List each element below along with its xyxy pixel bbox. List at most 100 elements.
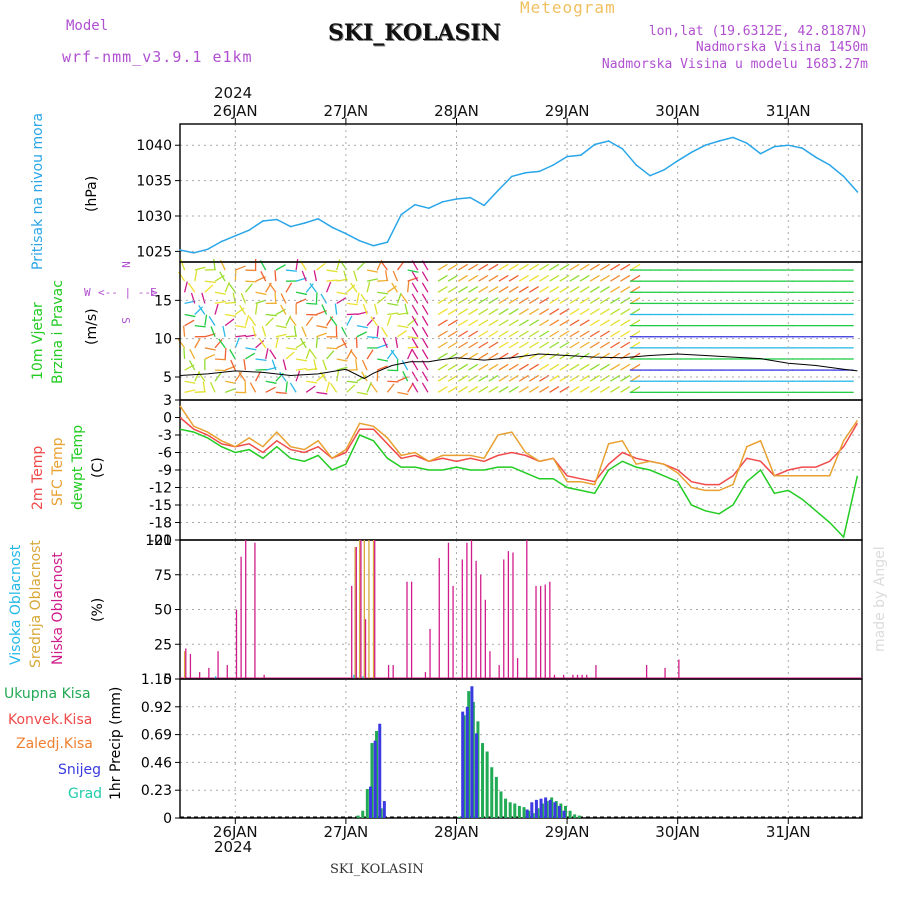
wind-vector-485 — [589, 330, 600, 338]
precip-total-bar-32 — [577, 815, 581, 818]
wind-vector-517 — [620, 374, 631, 382]
xtick-top-label-3: 29JAN — [545, 102, 590, 120]
wind-vector-245 — [381, 327, 388, 338]
wind-vector-329 — [457, 330, 469, 338]
wind-vector-75 — [245, 352, 256, 360]
temp-dewpt-line — [179, 428, 859, 539]
wind-vector-496 — [599, 341, 610, 349]
wind-vector-285 — [411, 282, 419, 293]
wind-vector-198 — [346, 315, 353, 326]
precip-total-bar-31 — [573, 814, 577, 818]
wind-vector-385 — [508, 374, 519, 382]
pressure-point-28 — [566, 155, 568, 158]
precip-snow-bar-14 — [553, 802, 557, 818]
wind-vector-237 — [377, 291, 389, 295]
precip-snow-bar-8 — [525, 809, 529, 818]
wind-vector-345 — [468, 285, 479, 293]
wind-vector-355 — [478, 308, 489, 316]
pressure-point-7 — [275, 218, 278, 221]
pressure-point-37 — [690, 151, 693, 154]
wind-vector-515 — [610, 263, 621, 271]
wind-vector-219 — [366, 349, 374, 360]
wind-vector-309 — [437, 285, 448, 293]
wind-vector-276 — [411, 382, 419, 393]
pressure-point-8 — [289, 225, 292, 228]
precip-snow-bar-4 — [461, 711, 465, 818]
wind-vector-322 — [447, 274, 458, 282]
wind-vector-183 — [336, 358, 348, 362]
wind-vector-176 — [320, 293, 328, 304]
model-elevation-text: Nadmorska Visina u modelu 1683.27m — [601, 57, 868, 72]
wind-vector-430 — [539, 274, 550, 282]
precip-frame — [179, 678, 863, 819]
wind-vector-206 — [355, 359, 358, 371]
pressure-frame — [179, 123, 863, 263]
wind-vector-243 — [386, 349, 395, 360]
pressure-point-10 — [317, 218, 320, 220]
wind-vector-250 — [384, 270, 389, 282]
wind-vector-171 — [326, 350, 335, 360]
wind-vector-445 — [559, 374, 570, 382]
wind-vector-294 — [421, 315, 429, 326]
cloud-ytick-label-1: 25 — [154, 637, 172, 653]
wind-vector-193 — [346, 380, 358, 384]
wind-vector-389 — [508, 330, 519, 338]
precip-snow-bar-12 — [544, 797, 548, 818]
wind-vector-388 — [508, 341, 519, 349]
wind-vector-478 — [579, 274, 590, 282]
wind-vector-462 — [569, 319, 580, 327]
wind-vector-52 — [218, 338, 226, 349]
wind-vector-401 — [518, 330, 529, 338]
wind-vector-58 — [219, 271, 226, 282]
wind-vector-358 — [478, 274, 489, 282]
pressure-point-6 — [262, 220, 264, 222]
wind-vector-347 — [468, 263, 479, 271]
wind-vector-23 — [194, 266, 206, 271]
wind-vector-78 — [244, 314, 250, 326]
wind-vector-210 — [356, 324, 368, 329]
wind-vector-269 — [407, 336, 419, 339]
wind-vector-428 — [539, 297, 550, 304]
wind-vector-168 — [325, 381, 330, 393]
wind-vector-188 — [336, 297, 347, 304]
wind-vector-123 — [285, 351, 295, 360]
pressure-point-17 — [414, 203, 416, 206]
wind-vector-463 — [569, 308, 580, 316]
wind-vector-420 — [539, 386, 550, 393]
wind-vector-218 — [361, 359, 368, 371]
wind-vector-259 — [397, 312, 409, 316]
wind-vector-101 — [261, 326, 267, 337]
wind-vector-177 — [325, 281, 332, 293]
wind-vector-25 — [197, 371, 206, 382]
wind-vector-111 — [269, 349, 277, 360]
wind-vector-377 — [498, 330, 509, 338]
xtick-bottom-label-1: 27JAN — [324, 823, 369, 841]
wind-vector-42 — [208, 316, 216, 326]
wind-vector-165 — [309, 282, 317, 293]
wind-vector-371 — [488, 263, 499, 271]
wind-vector-372 — [498, 386, 509, 393]
wind-vector-221 — [367, 336, 379, 339]
wind-vector-84 — [249, 382, 257, 393]
precip-total-bar-13 — [490, 767, 494, 818]
wind-vector-146 — [306, 368, 318, 371]
wind-vector-469 — [579, 374, 590, 382]
wind-vector-436 — [549, 341, 560, 349]
wind-vector-144 — [305, 385, 316, 393]
wind-vector-53 — [222, 325, 226, 337]
xtick-top-label-1: 27JAN — [324, 102, 369, 120]
wind-vector-80 — [240, 292, 247, 304]
wind-vector-442 — [549, 274, 560, 282]
wind-vector-526 — [620, 274, 631, 282]
precip-snow-bar-11 — [539, 798, 543, 818]
wind-vector-479 — [579, 263, 590, 271]
precip-ytick-label-5: 1.15 — [141, 672, 172, 688]
wind-vector-182 — [336, 366, 348, 371]
wind-vector-264 — [407, 382, 414, 393]
pressure-point-36 — [676, 160, 679, 162]
wind-vector-87 — [255, 358, 267, 362]
wind-vector-439 — [549, 308, 560, 316]
wind-vector-303 — [437, 352, 448, 360]
pressure-point-25 — [524, 172, 527, 174]
wind-vector-226 — [366, 278, 378, 282]
